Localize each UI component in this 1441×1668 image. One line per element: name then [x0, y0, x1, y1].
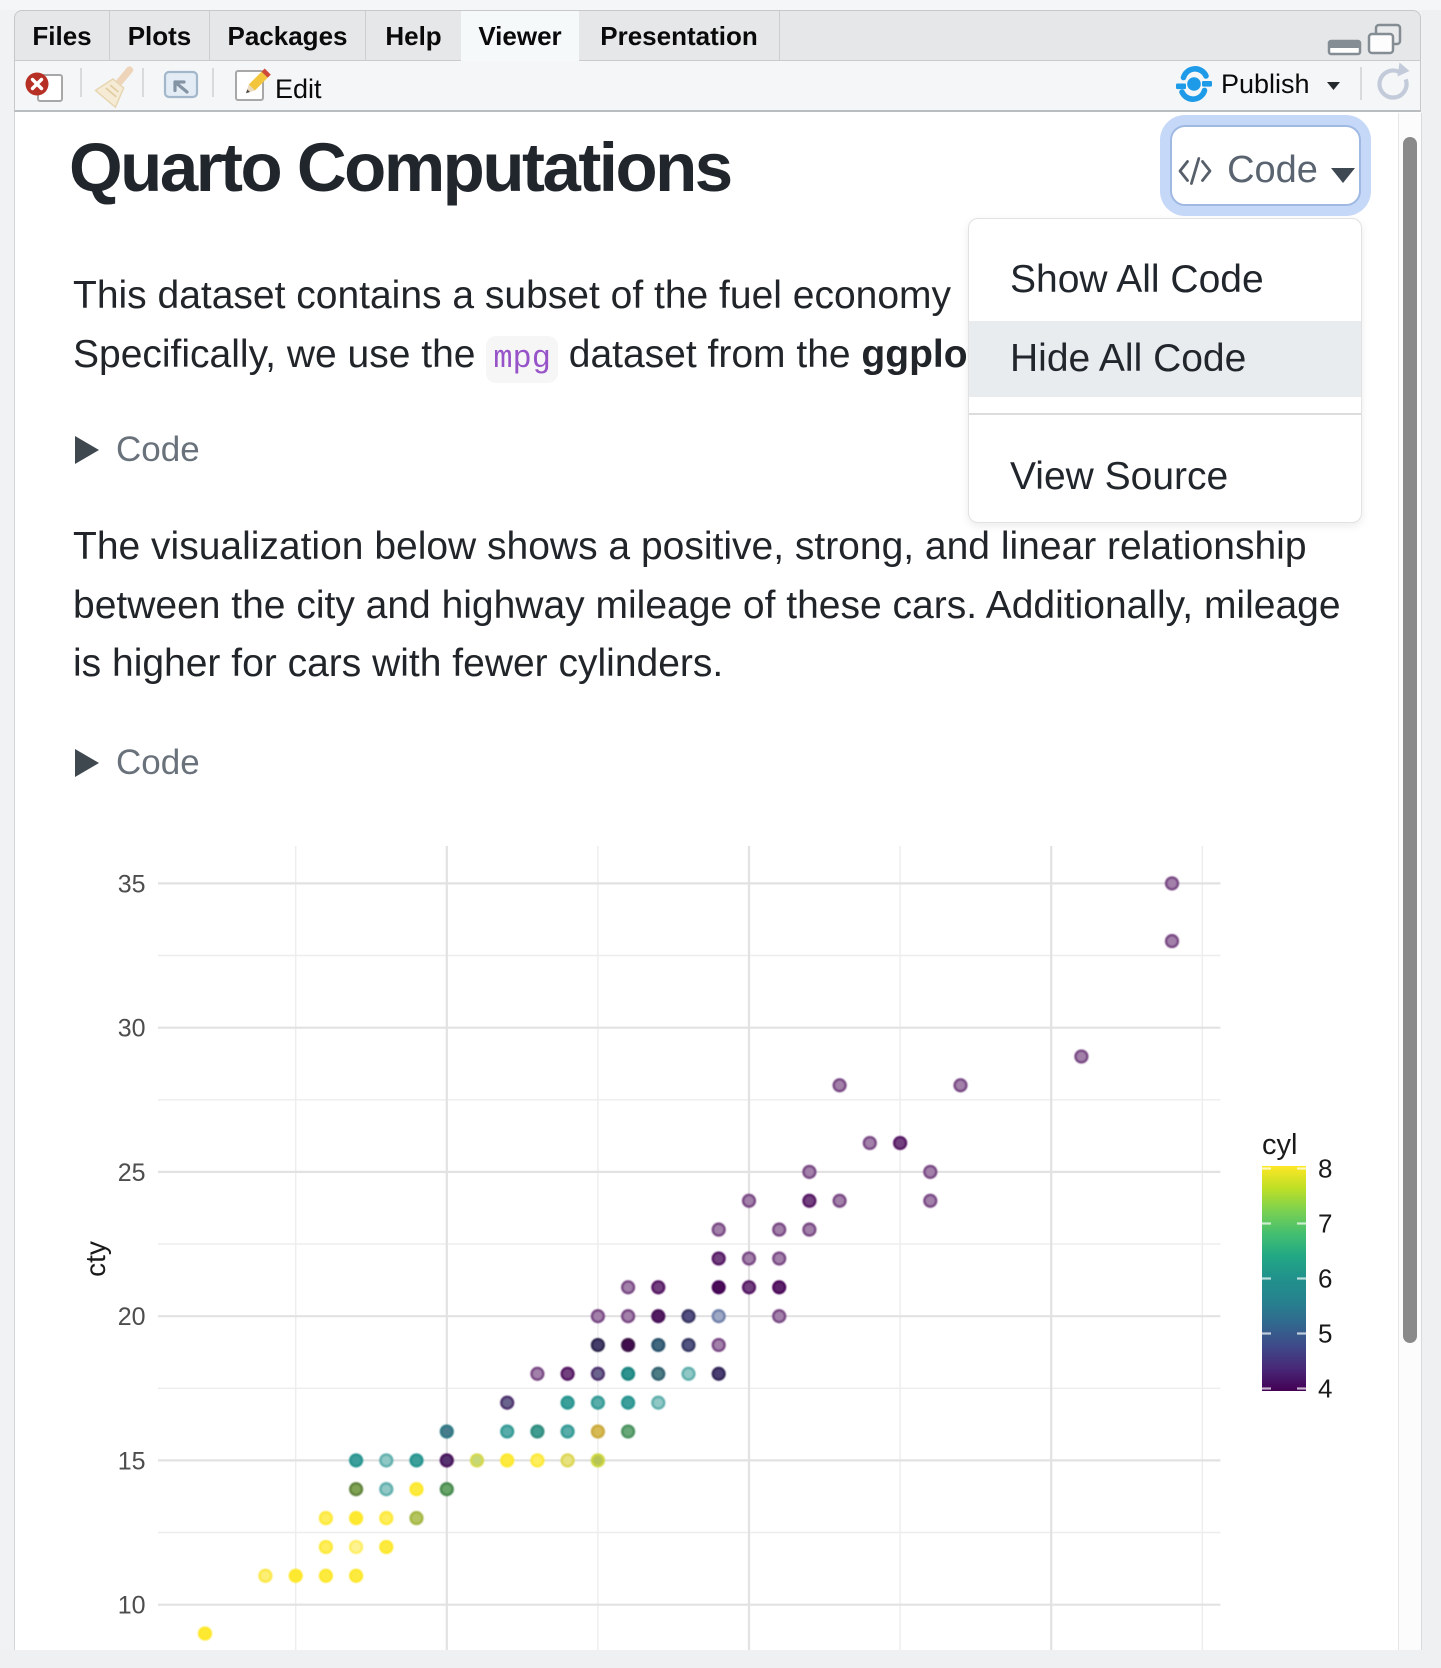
- svg-text:4: 4: [1318, 1374, 1332, 1404]
- svg-text:Publish: Publish: [1221, 69, 1310, 99]
- svg-text:6: 6: [1318, 1264, 1332, 1294]
- svg-text:30: 30: [118, 1015, 146, 1043]
- svg-text:8: 8: [1318, 1154, 1332, 1184]
- svg-text:35: 35: [118, 870, 146, 898]
- svg-text:20: 20: [118, 1303, 146, 1331]
- svg-text:5: 5: [1318, 1319, 1332, 1349]
- svg-text:7: 7: [1318, 1209, 1332, 1239]
- svg-text:25: 25: [118, 1159, 146, 1187]
- svg-text:10: 10: [118, 1592, 146, 1620]
- svg-text:cty: cty: [80, 1241, 111, 1277]
- svg-text:cyl: cyl: [1262, 1129, 1297, 1161]
- svg-text:15: 15: [118, 1447, 146, 1475]
